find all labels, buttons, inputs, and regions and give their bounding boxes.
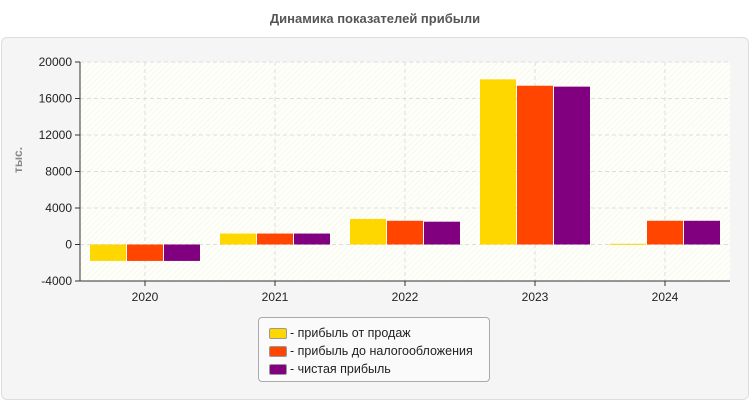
y-tick-label: -4000 — [41, 274, 72, 288]
bar — [424, 221, 460, 245]
bar — [480, 79, 516, 245]
legend-item: - чистая прибыль — [269, 360, 489, 378]
y-tick-label: 8000 — [45, 165, 72, 179]
y-tick-label: 20000 — [39, 55, 73, 69]
x-tick-label: 2022 — [392, 290, 419, 304]
x-tick-label: 2021 — [262, 290, 289, 304]
legend-label: - чистая прибыль — [290, 362, 391, 376]
bar — [220, 233, 256, 245]
bar — [294, 233, 330, 245]
x-tick-label: 2020 — [132, 290, 159, 304]
legend-item: - прибыль от продаж — [269, 324, 489, 342]
bar — [517, 85, 553, 245]
bar — [90, 244, 126, 261]
bar — [684, 220, 720, 245]
y-tick-label: 4000 — [45, 201, 72, 215]
bar — [350, 218, 386, 245]
x-tick-label: 2024 — [652, 290, 679, 304]
bar — [164, 244, 200, 261]
y-axis-label: тыс. — [11, 147, 25, 173]
y-tick-label: 16000 — [39, 92, 73, 106]
legend-label: - прибыль от продаж — [290, 326, 411, 340]
y-tick-label: 12000 — [39, 128, 73, 142]
bar — [387, 220, 423, 245]
bar — [257, 233, 293, 245]
legend-swatch-icon — [269, 363, 287, 375]
bar — [554, 86, 590, 245]
legend-swatch-icon — [269, 327, 287, 339]
legend: - прибыль от продаж - прибыль до налогоо… — [258, 317, 490, 382]
bar — [127, 244, 163, 261]
x-tick-label: 2023 — [522, 290, 549, 304]
bar — [647, 220, 683, 245]
legend-swatch-icon — [269, 345, 287, 357]
legend-label: - прибыль до налогообложения — [290, 344, 473, 358]
legend-item: - прибыль до налогообложения — [269, 342, 489, 360]
chart-title: Динамика показателей прибыли — [269, 11, 481, 26]
y-tick-label: 0 — [65, 238, 72, 252]
bar — [610, 243, 646, 245]
